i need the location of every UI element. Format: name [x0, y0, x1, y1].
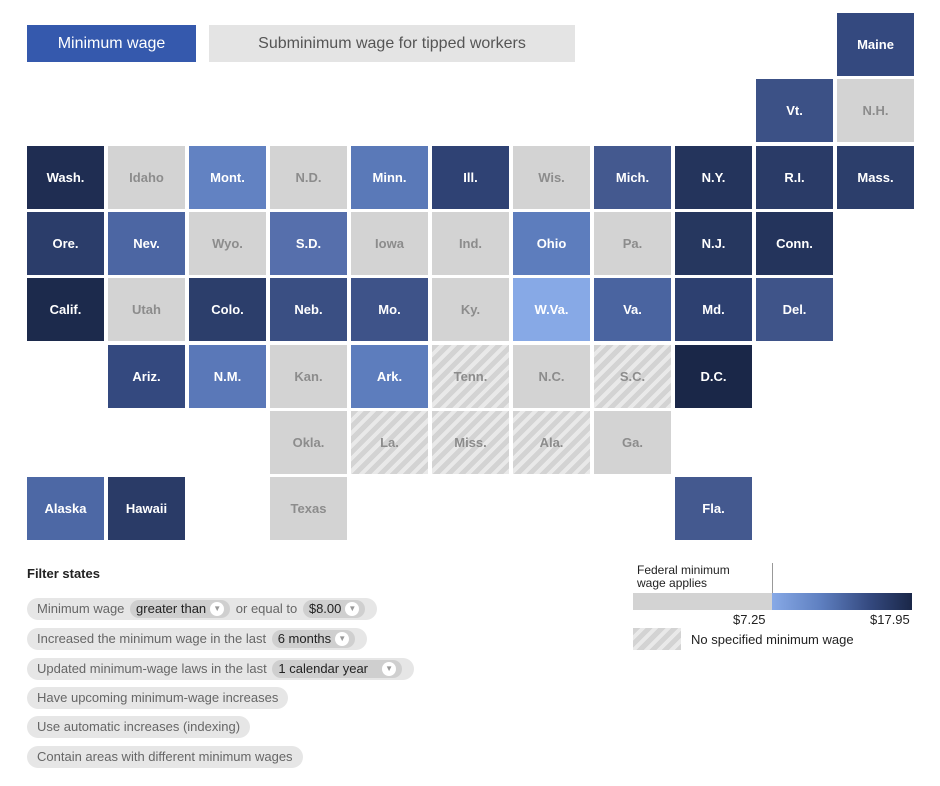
state-tile-minn[interactable]: Minn. [351, 146, 428, 209]
state-tile-ri[interactable]: R.I. [756, 146, 833, 209]
amount-dropdown[interactable]: $8.00 ▼ [302, 600, 366, 618]
state-tile-conn[interactable]: Conn. [756, 212, 833, 275]
state-tile-colo[interactable]: Colo. [189, 278, 266, 341]
state-tile-nc[interactable]: N.C. [513, 345, 590, 408]
filter-upcoming-increases[interactable]: Have upcoming minimum-wage increases [27, 687, 289, 709]
state-tile-wva[interactable]: W.Va. [513, 278, 590, 341]
legend-min-label: $7.25 [733, 612, 766, 627]
year-dropdown[interactable]: 1 calendar year ▼ [272, 660, 403, 678]
state-tile-dc[interactable]: D.C. [675, 345, 752, 408]
state-tile-neb[interactable]: Neb. [270, 278, 347, 341]
chevron-down-icon: ▼ [382, 661, 397, 676]
state-tile-wyo[interactable]: Wyo. [189, 212, 266, 275]
state-tile-mich[interactable]: Mich. [594, 146, 671, 209]
dropdown-value: $8.00 [308, 601, 342, 616]
state-tile-fla[interactable]: Fla. [675, 477, 752, 540]
state-tile-ariz[interactable]: Ariz. [108, 345, 185, 408]
state-tile-idaho[interactable]: Idaho [108, 146, 185, 209]
state-tile-del[interactable]: Del. [756, 278, 833, 341]
state-tile-ind[interactable]: Ind. [432, 212, 509, 275]
filter-increased-recently[interactable]: Increased the minimum wage in the last 6… [27, 628, 368, 650]
state-tile-kan[interactable]: Kan. [270, 345, 347, 408]
legend-federal-label: Federal minimum wage applies [637, 563, 730, 590]
chevron-down-icon: ▼ [210, 601, 225, 616]
legend-no-minimum-label: No specified minimum wage [691, 632, 854, 647]
tab-minimum-wage[interactable]: Minimum wage [27, 25, 196, 62]
filter-label: Minimum wage [37, 601, 125, 616]
state-tile-nh[interactable]: N.H. [837, 79, 914, 142]
state-tile-pa[interactable]: Pa. [594, 212, 671, 275]
state-tile-wis[interactable]: Wis. [513, 146, 590, 209]
state-tile-nd[interactable]: N.D. [270, 146, 347, 209]
state-tile-ark[interactable]: Ark. [351, 345, 428, 408]
filter-updated-laws[interactable]: Updated minimum-wage laws in the last 1 … [27, 658, 415, 680]
legend-federal-swatch [633, 593, 772, 610]
state-tile-ky[interactable]: Ky. [432, 278, 509, 341]
state-tile-ga[interactable]: Ga. [594, 411, 671, 474]
comparison-dropdown[interactable]: greater than ▼ [130, 600, 231, 618]
state-tile-sc[interactable]: S.C. [594, 345, 671, 408]
state-tile-nj[interactable]: N.J. [675, 212, 752, 275]
chevron-down-icon: ▼ [345, 601, 360, 616]
legend-hatch-swatch [633, 628, 681, 650]
state-tile-nm[interactable]: N.M. [189, 345, 266, 408]
period-dropdown[interactable]: 6 months ▼ [271, 630, 356, 648]
state-tile-maine[interactable]: Maine [837, 13, 914, 76]
state-tile-la[interactable]: La. [351, 411, 428, 474]
dropdown-value: greater than [136, 601, 207, 616]
state-tile-ala[interactable]: Ala. [513, 411, 590, 474]
state-tile-alaska[interactable]: Alaska [27, 477, 104, 540]
state-tile-ny[interactable]: N.Y. [675, 146, 752, 209]
filter-label: Increased the minimum wage in the last [37, 631, 267, 646]
legend-gradient-scale [772, 593, 912, 610]
state-tile-okla[interactable]: Okla. [270, 411, 347, 474]
state-tile-ill[interactable]: Ill. [432, 146, 509, 209]
state-tile-mass[interactable]: Mass. [837, 146, 914, 209]
state-tile-tenn[interactable]: Tenn. [432, 345, 509, 408]
state-tile-calif[interactable]: Calif. [27, 278, 104, 341]
filter-different-areas[interactable]: Contain areas with different minimum wag… [27, 746, 303, 768]
legend-max-label: $17.95 [870, 612, 910, 627]
state-tile-md[interactable]: Md. [675, 278, 752, 341]
state-tile-ohio[interactable]: Ohio [513, 212, 590, 275]
filter-minimum-wage[interactable]: Minimum wage greater than ▼ or equal to $… [27, 598, 378, 620]
state-tile-nev[interactable]: Nev. [108, 212, 185, 275]
state-tile-wash[interactable]: Wash. [27, 146, 104, 209]
tab-subminimum-wage[interactable]: Subminimum wage for tipped workers [209, 25, 575, 62]
filter-indexing[interactable]: Use automatic increases (indexing) [27, 716, 251, 738]
state-tile-texas[interactable]: Texas [270, 477, 347, 540]
dropdown-value: 1 calendar year [278, 661, 369, 676]
dropdown-value: 6 months [277, 631, 332, 646]
filter-label: Updated minimum-wage laws in the last [37, 661, 267, 676]
legend-divider [772, 563, 773, 609]
filter-label-connector: or equal to [235, 601, 298, 616]
state-tile-hawaii[interactable]: Hawaii [108, 477, 185, 540]
chevron-down-icon: ▼ [335, 631, 350, 646]
state-tile-ore[interactable]: Ore. [27, 212, 104, 275]
state-tile-va[interactable]: Va. [594, 278, 671, 341]
filter-states-title: Filter states [27, 566, 100, 581]
state-tile-iowa[interactable]: Iowa [351, 212, 428, 275]
state-tile-mont[interactable]: Mont. [189, 146, 266, 209]
state-tile-utah[interactable]: Utah [108, 278, 185, 341]
state-tile-sd[interactable]: S.D. [270, 212, 347, 275]
state-tile-mo[interactable]: Mo. [351, 278, 428, 341]
state-tile-miss[interactable]: Miss. [432, 411, 509, 474]
state-tile-vt[interactable]: Vt. [756, 79, 833, 142]
